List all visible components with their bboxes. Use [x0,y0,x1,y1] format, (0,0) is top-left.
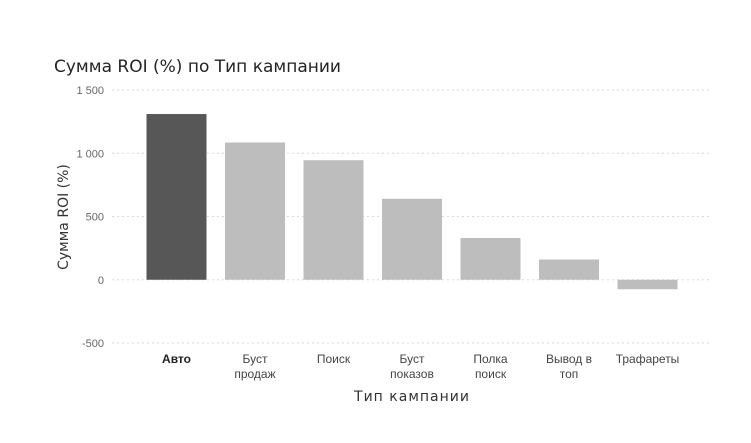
y-tick-label: 500 [86,212,104,224]
bar[interactable] [146,114,207,280]
x-tick-label: Поиск [317,352,351,366]
y-tick-label: 0 [98,275,104,287]
x-tick-label: Буст показов [390,352,434,381]
x-tick-label: Полка поиск [473,352,508,381]
x-tick-label: Вывод в топ [546,352,592,381]
y-tick-label: 1 500 [76,85,104,97]
x-tick-label: Буст продаж [234,352,275,381]
y-tick-label: -500 [82,338,104,350]
bar[interactable] [617,279,678,290]
bar[interactable] [460,238,521,280]
chart-title: Сумма ROI (%) по Тип кампании [54,57,341,77]
y-axis-title: Сумма ROI (%) [56,164,72,270]
bar[interactable] [539,259,599,280]
bar[interactable] [303,160,364,280]
x-axis-title: Тип кампании [353,389,470,405]
x-tick-label: Трафареты [616,352,680,366]
bar[interactable] [225,142,285,280]
x-tick-label: Авто [162,352,191,366]
bar[interactable] [382,198,442,280]
y-tick-label: 1 000 [76,148,104,160]
